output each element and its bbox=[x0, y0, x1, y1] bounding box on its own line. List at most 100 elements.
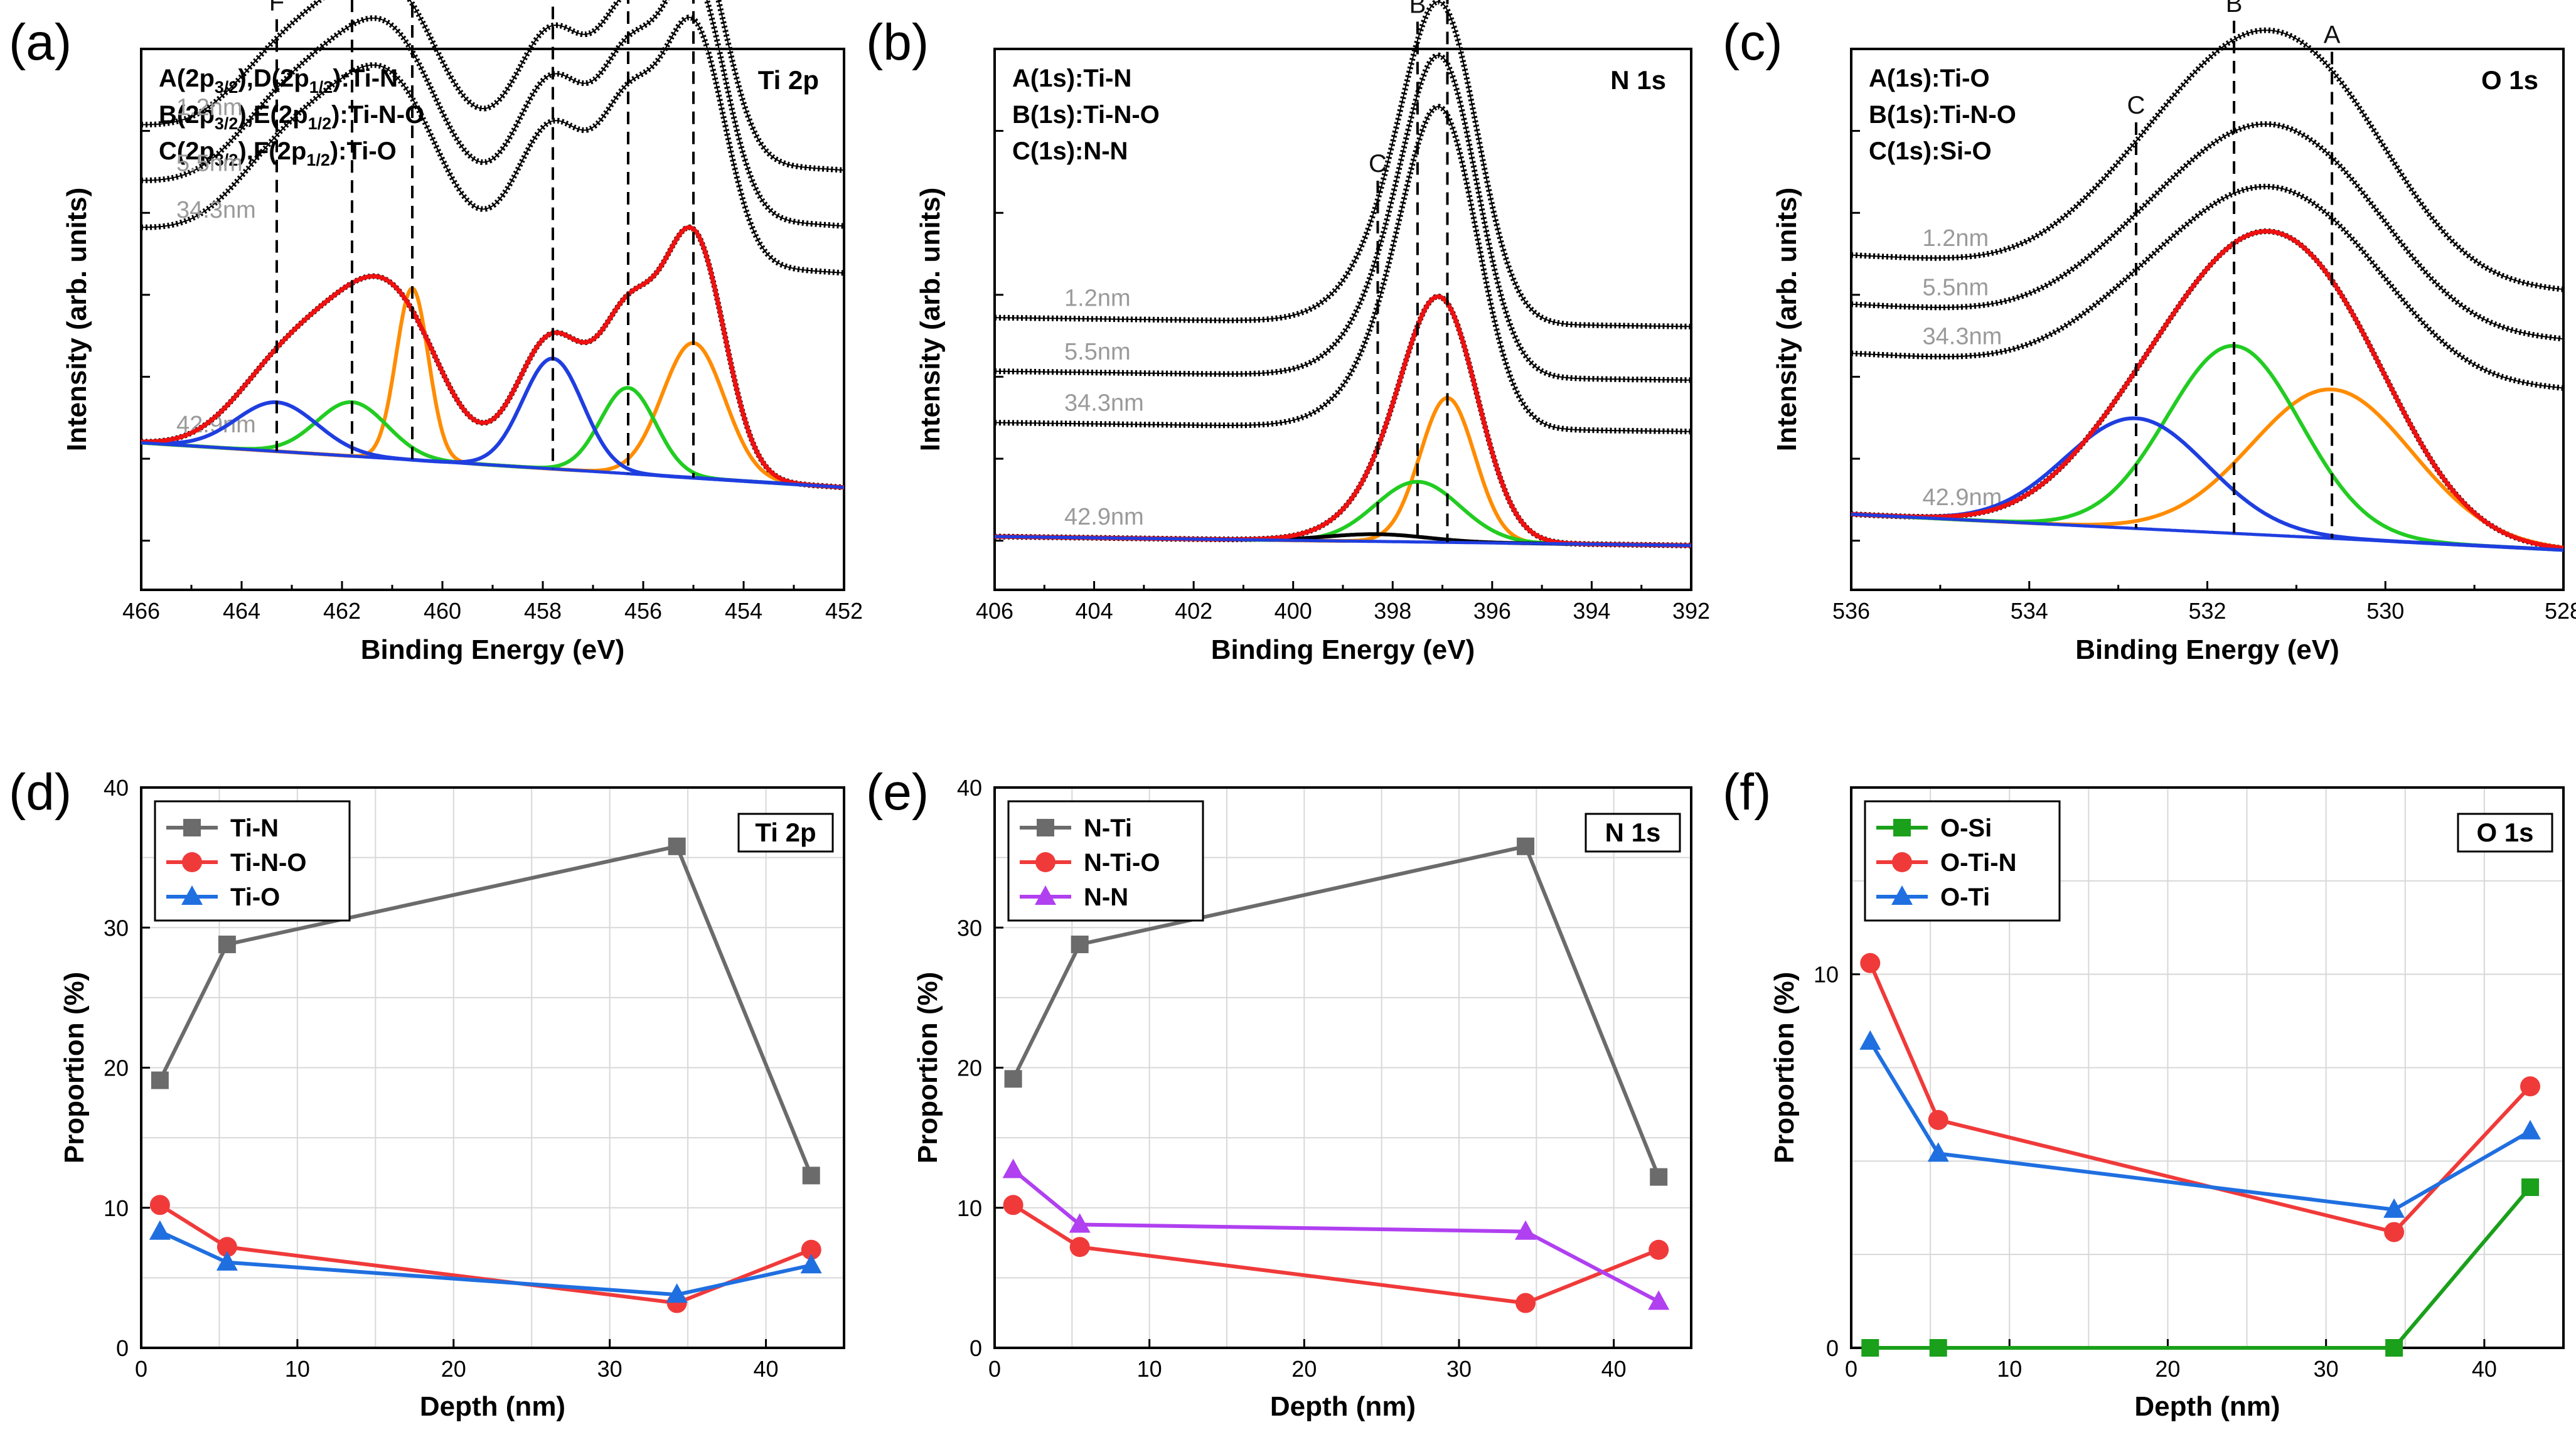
panel-label: (b) bbox=[866, 14, 929, 71]
x-tick-label: 10 bbox=[1137, 1356, 1162, 1382]
data-point-circle bbox=[1649, 1239, 1669, 1260]
x-tick-label: 40 bbox=[754, 1356, 779, 1382]
fit-background bbox=[141, 441, 845, 489]
assignment-text: C(1s):Si-O bbox=[1869, 137, 1992, 165]
subscript: 1/2 bbox=[306, 151, 330, 169]
y-tick-label: 20 bbox=[104, 1055, 129, 1081]
depth-label: 5.5nm bbox=[1923, 274, 1989, 301]
x-tick-label: 30 bbox=[597, 1356, 623, 1382]
data-point-triangle bbox=[800, 1254, 822, 1274]
assignment-text: C(2p bbox=[159, 137, 215, 165]
x-tick-label: 30 bbox=[1446, 1356, 1472, 1382]
x-tick-label: 0 bbox=[135, 1356, 147, 1382]
data-point-triangle bbox=[1002, 1158, 1024, 1178]
legend-entry: O-Ti bbox=[1940, 884, 1990, 911]
peak-assignment: B(1s):Ti-N-O bbox=[1012, 101, 1160, 129]
fit-envelope bbox=[1851, 229, 2564, 551]
assignment-text: A(2p bbox=[159, 65, 215, 92]
assignment-text: ),D(2p bbox=[238, 65, 309, 92]
legend: N-Ti N-Ti-O N-N bbox=[1007, 800, 1204, 922]
data-point-triangle bbox=[181, 885, 203, 905]
corner-title-text: O 1s bbox=[2476, 818, 2533, 847]
fit-background bbox=[994, 535, 1692, 547]
panel-label: (d) bbox=[9, 764, 72, 821]
peak-assignment: A(1s):Ti-O bbox=[1869, 65, 1990, 92]
y-axis-title: Proportion (%) bbox=[912, 972, 943, 1164]
y-axis-title: Intensity (arb. units) bbox=[1772, 188, 1802, 451]
y-tick-label: 30 bbox=[104, 915, 129, 941]
x-tick-label: 464 bbox=[223, 598, 260, 624]
data-point-triangle bbox=[2520, 1119, 2541, 1140]
x-tick-label: 20 bbox=[441, 1356, 466, 1382]
legend-entry: O-Ti-N bbox=[1940, 849, 2016, 877]
x-tick-label: 402 bbox=[1175, 598, 1212, 624]
x-tick-label: 40 bbox=[2472, 1356, 2497, 1382]
depth-panel-0: (d) 0 10 20 30 40 0 10 20 30 40 Depth (nm) Proportio… bbox=[9, 764, 845, 1422]
data-point-square bbox=[1650, 1168, 1668, 1186]
subscript: 1/2 bbox=[308, 114, 332, 133]
x-tick-label: 404 bbox=[1076, 598, 1113, 624]
legend: Ti-N Ti-N-O Ti-O bbox=[154, 800, 351, 922]
y-tick-label: 20 bbox=[957, 1055, 982, 1081]
series-line-Ti-O bbox=[159, 1229, 812, 1297]
fit-envelope bbox=[141, 225, 845, 490]
data-point-circle bbox=[2384, 1222, 2405, 1242]
series-line-Ti-N-O bbox=[159, 1203, 812, 1305]
legend-entry: N-N bbox=[1084, 884, 1128, 911]
spectrum-trace-core bbox=[1851, 29, 2564, 291]
x-tick-label: 458 bbox=[524, 598, 562, 624]
legend-entry: Ti-O bbox=[230, 884, 280, 911]
corner-title-text: N 1s bbox=[1605, 818, 1661, 847]
fit-component-curve bbox=[1851, 387, 2564, 550]
x-tick-label: 394 bbox=[1573, 598, 1610, 624]
x-axis-title: Depth (nm) bbox=[2134, 1391, 2280, 1422]
spectrum-trace-core bbox=[995, 55, 1691, 381]
y-tick-label: 40 bbox=[957, 775, 982, 801]
y-tick-label: 0 bbox=[1826, 1335, 1839, 1361]
peak-assignment: C(1s):N-N bbox=[1012, 137, 1128, 165]
x-tick-label: 20 bbox=[1291, 1356, 1317, 1382]
legend-entry: Ti-N-O bbox=[230, 849, 306, 877]
x-tick-label: 406 bbox=[976, 598, 1013, 624]
depth-label: 42.9nm bbox=[1064, 504, 1144, 530]
x-axis-title: Depth (nm) bbox=[1270, 1391, 1416, 1422]
x-tick-label: 536 bbox=[1832, 598, 1870, 624]
depth-label: 34.3nm bbox=[1064, 390, 1144, 417]
depth-label: 34.3nm bbox=[176, 197, 256, 223]
depth-label: 34.3nm bbox=[1923, 324, 2002, 350]
data-point-triangle bbox=[1927, 1142, 1949, 1162]
data-point-triangle bbox=[149, 1220, 171, 1240]
spectrum-trace-core bbox=[1851, 123, 2564, 339]
series-line-N-N bbox=[1012, 1168, 1660, 1303]
data-point-circle bbox=[1892, 852, 1912, 872]
legend-entry: Ti-N bbox=[230, 814, 279, 842]
x-tick-label: 392 bbox=[1672, 598, 1710, 624]
assignment-text: B(1s):Ti-N-O bbox=[1012, 101, 1160, 129]
depth-label: 5.5nm bbox=[176, 150, 243, 176]
x-tick-label: 454 bbox=[725, 598, 762, 624]
x-axis-title: Binding Energy (eV) bbox=[361, 634, 624, 665]
y-tick-label: 0 bbox=[970, 1335, 982, 1361]
x-tick-label: 30 bbox=[2314, 1356, 2339, 1382]
y-tick-label: 40 bbox=[104, 775, 129, 801]
legend-entry: N-Ti bbox=[1084, 814, 1132, 842]
y-tick-label: 10 bbox=[104, 1195, 129, 1221]
y-axis-title: Proportion (%) bbox=[1769, 972, 1800, 1164]
peak-assignment: C(2p3/2),F(2p1/2):Ti-O bbox=[159, 137, 397, 169]
corner-title: N 1s bbox=[1585, 813, 1681, 853]
legend-entry: N-Ti-O bbox=[1084, 849, 1160, 877]
data-point-square bbox=[1893, 819, 1911, 836]
depth-label: 5.5nm bbox=[1064, 339, 1131, 365]
x-tick-label: 462 bbox=[323, 598, 361, 624]
depth-label: 1.2nm bbox=[176, 94, 243, 120]
x-tick-label: 532 bbox=[2188, 598, 2226, 624]
y-tick-label: 30 bbox=[957, 915, 982, 941]
x-tick-label: 460 bbox=[424, 598, 461, 624]
spectrum-title: N 1s bbox=[1610, 65, 1666, 95]
spectrum-panel-1: (b) 406 404 402 400 398 396 394 392 Binding Energ… bbox=[866, 0, 1710, 665]
x-tick-label: 0 bbox=[1845, 1356, 1857, 1382]
data-point-circle bbox=[1860, 953, 1881, 973]
x-tick-label: 0 bbox=[988, 1356, 1001, 1382]
x-tick-label: 452 bbox=[825, 598, 863, 624]
